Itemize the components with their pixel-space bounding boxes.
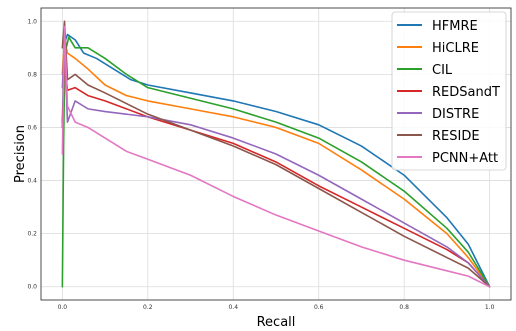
series-lines [61, 20, 491, 288]
y-tick-label: 0.8 [27, 71, 37, 78]
series-line-cil [61, 36, 491, 288]
legend-entry-label: HiCLRE [432, 41, 479, 56]
legend-entry-label: DISTRE [432, 107, 479, 122]
x-tick-label: 0.6 [314, 304, 324, 311]
plot-frame [40, 7, 512, 301]
tick-labels: 0.0 0.2 0.4 0.6 0.8 1.0 0.0 0.2 0.4 0.6 0.8 1.0 [27, 18, 494, 311]
legend-entry-label: RESIDE [432, 129, 480, 144]
series-line-hfmre [61, 33, 491, 288]
y-tick-label: 0.0 [27, 284, 37, 291]
y-tick-label: 0.4 [27, 178, 37, 185]
x-tick-label: 0.2 [143, 304, 153, 311]
legend-entry-label: PCNN+Att [432, 151, 498, 166]
series-line-reside [61, 20, 491, 288]
y-tick-label: 1.0 [27, 18, 37, 25]
y-tick-label: 0.2 [27, 231, 37, 238]
series-line-hiclre [61, 39, 491, 288]
legend: HFMRE HiCLRE CIL REDSandT DISTRE RESIDE PCNN+A… [391, 11, 507, 171]
legend-entry-label: CIL [432, 63, 453, 78]
series-line-distre [61, 41, 491, 288]
x-tick-label: 0.0 [58, 304, 68, 311]
legend-entry-label: REDSandT [432, 85, 500, 100]
legend-box [391, 11, 507, 171]
x-tick-label: 1.0 [485, 304, 495, 311]
x-axis-label: Recall [257, 315, 296, 330]
legend-entry-label: HFMRE [432, 19, 478, 34]
y-tick-label: 0.6 [27, 124, 37, 131]
x-tick-label: 0.8 [399, 304, 409, 311]
y-axis-label: Precision [13, 125, 28, 183]
series-line-pcnn-att [61, 25, 491, 288]
x-tick-label: 0.4 [228, 304, 238, 311]
